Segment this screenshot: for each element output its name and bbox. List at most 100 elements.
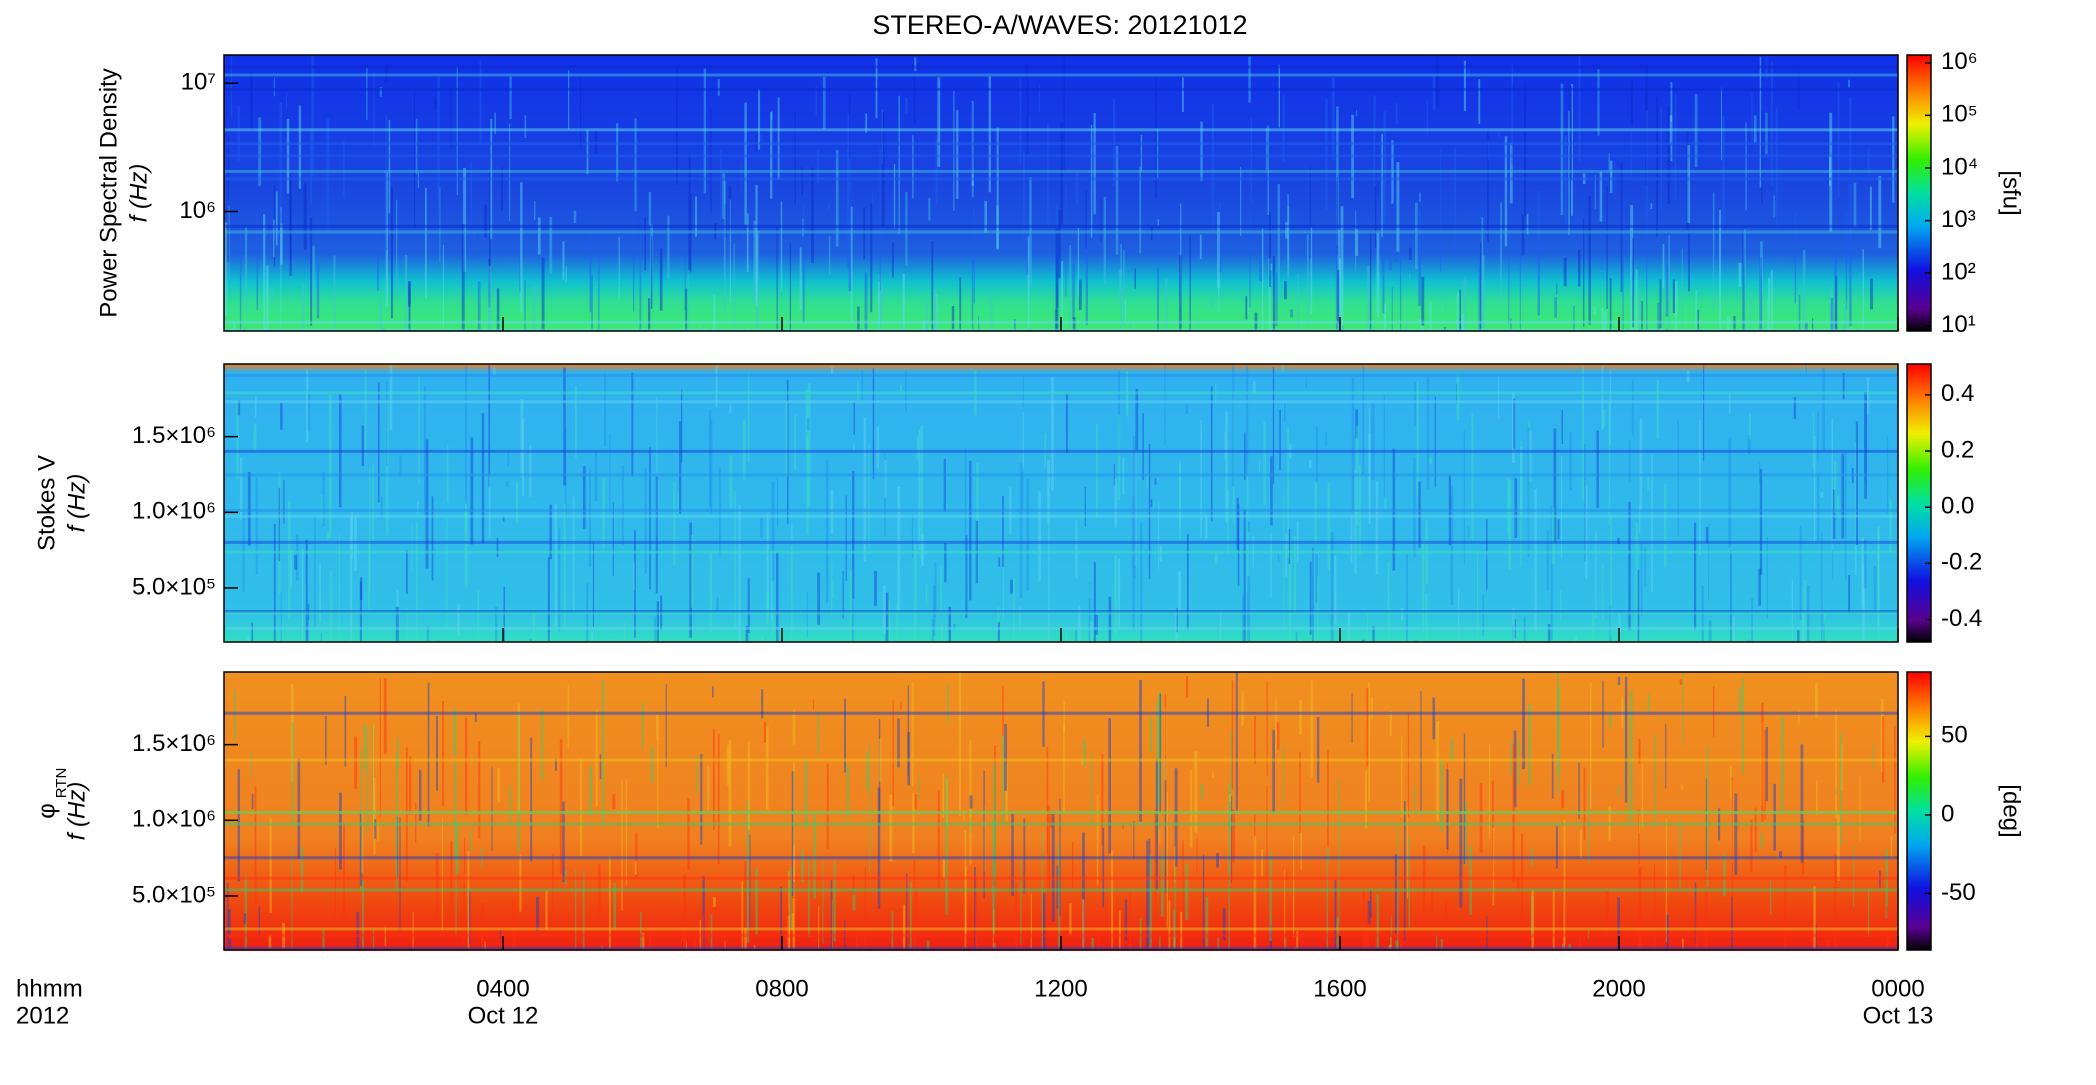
texture-streak	[1854, 183, 1857, 228]
texture-streak	[1835, 787, 1837, 794]
texture-streak	[846, 495, 847, 580]
texture-streak	[1284, 870, 1285, 950]
texture-streak	[545, 890, 547, 929]
texture-streak	[1794, 397, 1796, 419]
texture-streak	[308, 390, 310, 431]
texture-streak	[1370, 890, 1372, 917]
texture-streak	[1179, 460, 1181, 540]
texture-streak	[1874, 566, 1877, 609]
y-axis-label: f (Hz)	[63, 474, 90, 533]
texture-streak	[817, 713, 819, 754]
texture-streak	[290, 551, 292, 588]
texture-streak	[1212, 104, 1214, 231]
texture-streak	[509, 786, 511, 821]
texture-streak	[1290, 310, 1293, 318]
y-axis-label: Stokes V	[33, 455, 60, 551]
texture-streak	[386, 115, 388, 250]
texture-streak	[257, 209, 259, 310]
texture-streak	[944, 543, 946, 582]
texture-streak	[1505, 136, 1507, 246]
texture-streak	[764, 722, 766, 743]
texture-streak	[1391, 917, 1392, 950]
texture-band	[224, 473, 1898, 476]
texture-streak	[1371, 697, 1373, 719]
texture-streak	[1564, 258, 1567, 286]
texture-streak	[1159, 694, 1161, 814]
texture-streak	[1873, 743, 1874, 770]
texture-streak	[310, 129, 312, 203]
texture-streak	[1713, 193, 1714, 310]
texture-streak	[1159, 829, 1160, 844]
texture-streak	[1417, 381, 1419, 496]
texture-streak	[910, 882, 912, 950]
texture-streak	[1002, 686, 1004, 736]
texture-streak	[1362, 366, 1364, 474]
texture-streak	[1524, 82, 1526, 217]
texture-streak	[518, 703, 520, 811]
texture-streak	[793, 762, 795, 883]
texture-streak	[1758, 569, 1760, 606]
texture-streak	[1822, 368, 1825, 451]
texture-streak	[301, 846, 304, 892]
texture-streak	[642, 703, 644, 749]
texture-streak	[373, 71, 374, 147]
texture-streak	[1400, 257, 1401, 331]
texture-streak	[748, 372, 749, 461]
texture-streak	[317, 263, 319, 318]
texture-streak	[1816, 781, 1818, 816]
texture-streak	[766, 593, 769, 624]
texture-streak	[1266, 128, 1267, 170]
x-date-label: Oct 13	[1863, 1002, 1934, 1029]
texture-streak	[413, 912, 414, 950]
texture-streak	[1120, 244, 1122, 331]
texture-streak	[1840, 733, 1842, 845]
texture-streak	[702, 914, 704, 950]
texture-streak	[1186, 676, 1188, 698]
texture-streak	[1123, 250, 1125, 325]
texture-streak	[1458, 588, 1459, 642]
texture-streak	[1216, 853, 1219, 868]
texture-streak	[1284, 402, 1285, 422]
y-tick-label: 5.0×10⁵	[132, 881, 216, 908]
texture-streak	[1418, 482, 1420, 548]
texture-streak	[1480, 783, 1483, 852]
texture-streak	[1341, 206, 1344, 330]
texture-streak	[965, 448, 966, 552]
texture-streak	[1317, 717, 1319, 783]
texture-streak	[760, 135, 763, 141]
texture-streak	[1593, 306, 1596, 314]
texture-streak	[1210, 299, 1212, 308]
texture-streak	[624, 623, 626, 642]
texture-streak	[1556, 826, 1558, 868]
texture-streak	[970, 795, 973, 808]
texture-streak	[1069, 245, 1071, 331]
texture-streak	[1306, 377, 1307, 388]
texture-streak	[1047, 747, 1048, 855]
texture-streak	[832, 580, 833, 599]
texture-streak	[1242, 691, 1244, 725]
texture-streak	[1706, 527, 1709, 543]
texture-streak	[299, 106, 301, 189]
texture-streak	[1141, 135, 1142, 172]
texture-streak	[414, 90, 415, 228]
texture-streak	[1050, 814, 1053, 828]
texture-band	[224, 225, 1898, 228]
texture-streak	[1116, 146, 1119, 255]
texture-streak	[1109, 597, 1112, 642]
texture-streak	[252, 794, 254, 809]
texture-streak	[1267, 681, 1268, 776]
texture-streak	[1085, 190, 1086, 248]
texture-streak	[1370, 231, 1371, 331]
texture-streak	[1848, 80, 1850, 88]
texture-streak	[1739, 689, 1741, 713]
texture-streak	[651, 747, 654, 782]
texture-band	[224, 170, 1898, 173]
texture-streak	[928, 198, 930, 221]
texture-streak	[707, 766, 709, 811]
texture-streak	[713, 295, 715, 331]
texture-streak	[456, 840, 457, 934]
texture-streak	[700, 754, 702, 845]
texture-streak	[1630, 691, 1633, 820]
texture-streak	[724, 181, 726, 314]
texture-streak	[409, 756, 411, 814]
